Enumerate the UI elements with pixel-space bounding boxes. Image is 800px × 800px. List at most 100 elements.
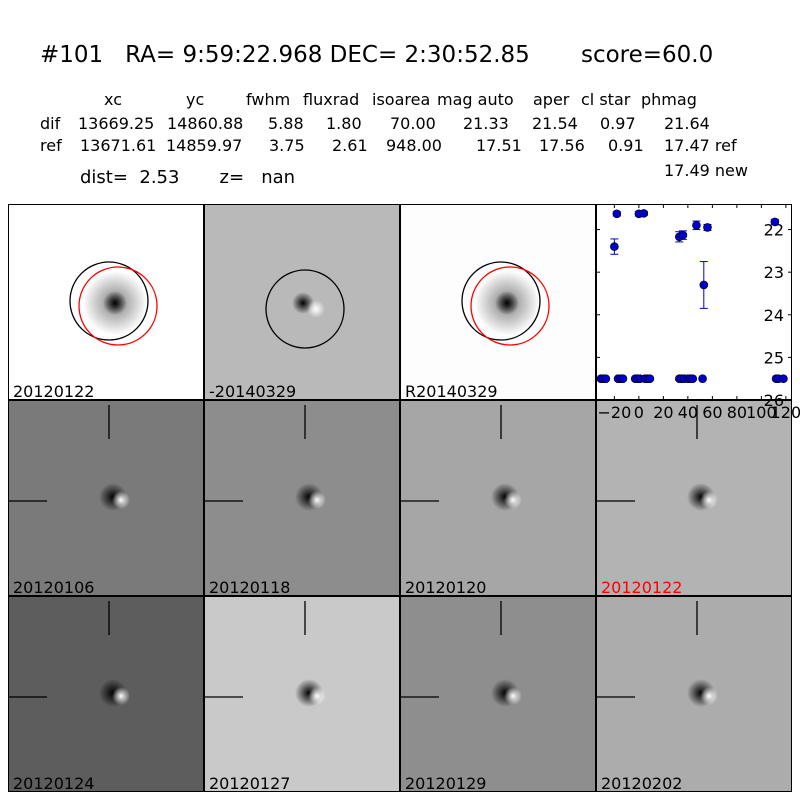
- cell-yc: 14859.97: [166, 136, 243, 155]
- col-header-cl-star: cl star: [581, 90, 631, 109]
- data-point: [601, 374, 611, 383]
- x-tick-label: 0: [634, 403, 644, 422]
- cell-fluxrad: 1.80: [326, 114, 362, 133]
- aperture-circle: [265, 269, 345, 349]
- col-header-fluxrad: fluxrad: [303, 90, 360, 109]
- stamp-date-label: 20120120: [405, 578, 487, 596]
- image-stamp: 20120124: [8, 596, 204, 792]
- data-point: [645, 374, 655, 383]
- y-tick-label: 24: [764, 306, 784, 325]
- col-header-isoarea: isoarea: [372, 90, 431, 109]
- data-point: [703, 223, 712, 232]
- image-stamp: -20140329: [204, 204, 400, 400]
- data-point: [612, 209, 622, 219]
- dipole-bright: [308, 687, 326, 705]
- dipole-bright: [700, 491, 718, 509]
- x-tick-label: 40: [678, 403, 698, 422]
- image-stamp: 20120122: [596, 400, 792, 596]
- data-point: [639, 209, 649, 218]
- source-core: [103, 291, 127, 315]
- dipole-bright: [112, 491, 130, 509]
- stamp-image: [9, 405, 130, 511]
- x-tick-label: 80: [727, 403, 747, 422]
- y-tick-label: 26: [764, 391, 784, 410]
- stamp-image: [9, 601, 130, 707]
- dipole-bright: [700, 687, 718, 705]
- stamp-image: [205, 405, 326, 511]
- plot-frame: [596, 204, 792, 400]
- cell-xc: 13671.61: [80, 136, 157, 155]
- stamp-date-label: 20120106: [13, 578, 95, 596]
- cell-phmag: 21.64: [664, 114, 710, 133]
- x-tick-label: 20: [653, 403, 673, 422]
- col-header-xc: xc: [104, 90, 122, 109]
- cell-mag-auto: 17.51: [476, 136, 522, 155]
- stamp-date-label: 20120118: [209, 578, 291, 596]
- dipole-bright: [504, 491, 522, 509]
- image-stamp: 20120120: [400, 400, 596, 596]
- y-tick-label: 22: [764, 221, 784, 240]
- cell-phmag: 17.47 ref: [664, 136, 737, 155]
- stamp-date-label: 20120122: [13, 382, 95, 400]
- stamp-image: [401, 601, 522, 707]
- phmag-new: 17.49 new: [664, 161, 748, 180]
- stamp-image: [265, 269, 345, 349]
- cell-isoarea: 948.00: [386, 136, 442, 155]
- cell-fluxrad: 2.61: [332, 136, 368, 155]
- stamp-image: [597, 405, 718, 511]
- data-point: [698, 374, 707, 383]
- cell-isoarea: 70.00: [390, 114, 436, 133]
- row-label: ref: [40, 136, 62, 155]
- image-stamp: 20120127: [204, 596, 400, 792]
- image-stamp: 20120129: [400, 596, 596, 792]
- data-point: [779, 374, 788, 383]
- dipole-bright: [307, 300, 325, 318]
- stamp-date-label: 20120122: [601, 578, 683, 596]
- x-tick-label: −20: [597, 403, 631, 422]
- y-tick-label: 25: [764, 348, 784, 367]
- data-point: [618, 374, 628, 383]
- aperture-circle: [461, 261, 541, 341]
- cell-aper: 21.54: [532, 114, 578, 133]
- data-point: [770, 217, 780, 227]
- data-point: [692, 221, 701, 230]
- stamp-date-label: 20120202: [601, 774, 683, 792]
- stamp-date-label: R20140329: [405, 382, 498, 400]
- distance-line: dist= 2.53 z= nan: [80, 167, 296, 188]
- image-stamp: R20140329: [400, 204, 596, 400]
- cell-fwhm: 5.88: [268, 114, 304, 133]
- y-tick-label: 23: [764, 263, 784, 282]
- stamp-date-label: 20120127: [209, 774, 291, 792]
- image-stamp: 20120202: [596, 596, 792, 792]
- candidate-title: #101 RA= 9:59:22.968 DEC= 2:30:52.85 sco…: [40, 42, 714, 68]
- x-tick-label: 120: [771, 403, 800, 422]
- stamp-image: [597, 601, 718, 707]
- stamp-image: [401, 405, 522, 511]
- col-header-fwhm: fwhm: [246, 90, 291, 109]
- stamp-date-label: 20120129: [405, 774, 487, 792]
- cell-aper: 17.56: [539, 136, 585, 155]
- cell-cl-star: 0.97: [600, 114, 636, 133]
- light-curve-chart: −20 0 20 40 60 80 100 120 22 23 24 25 26: [596, 204, 800, 422]
- stamp-date-label: 20120124: [13, 774, 95, 792]
- image-stamp: 20120106: [8, 400, 204, 596]
- data-point: [688, 374, 698, 383]
- aperture-circle-red: [78, 266, 158, 346]
- dipole-bright: [504, 687, 522, 705]
- stamp-image: [69, 261, 158, 346]
- dipole-bright: [112, 687, 130, 705]
- col-header-yc: yc: [186, 90, 205, 109]
- data-point: [610, 242, 619, 251]
- x-tick-label: 100: [746, 403, 777, 422]
- stamp-image: [461, 261, 550, 346]
- col-header-aper: aper: [533, 90, 570, 109]
- dipole-bright: [308, 491, 326, 509]
- cell-mag-auto: 21.33: [463, 114, 509, 133]
- data-point: [678, 230, 688, 240]
- cell-yc: 14860.88: [167, 114, 244, 133]
- data-point: [699, 280, 709, 290]
- cell-fwhm: 3.75: [269, 136, 305, 155]
- x-tick-label: 60: [702, 403, 722, 422]
- col-header-mag-auto: mag auto: [437, 90, 514, 109]
